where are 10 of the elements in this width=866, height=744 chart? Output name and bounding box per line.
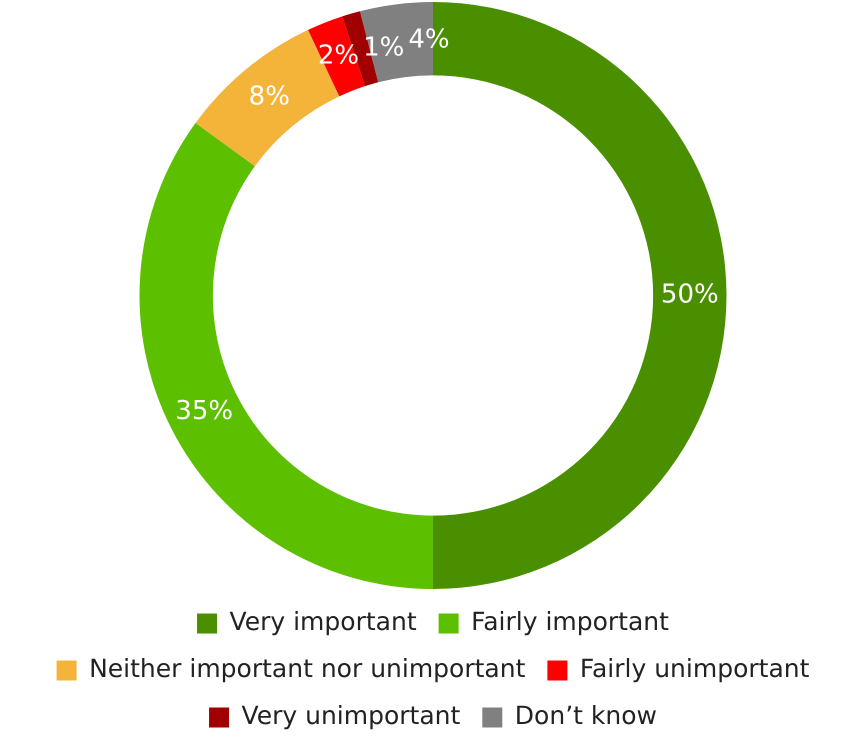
data-label: 2%: [318, 40, 360, 70]
legend-label: Neither important nor unimportant: [89, 654, 526, 683]
data-label: 8%: [248, 81, 290, 112]
legend-label: Don’t know: [514, 701, 657, 730]
legend-label: Fairly important: [471, 607, 670, 636]
legend-label: Fairly unimportant: [580, 654, 810, 683]
data-label: 35%: [175, 396, 234, 426]
legend-label: Very important: [230, 607, 417, 636]
data-label: 50%: [660, 279, 719, 310]
legend-label: Very unimportant: [242, 701, 461, 730]
